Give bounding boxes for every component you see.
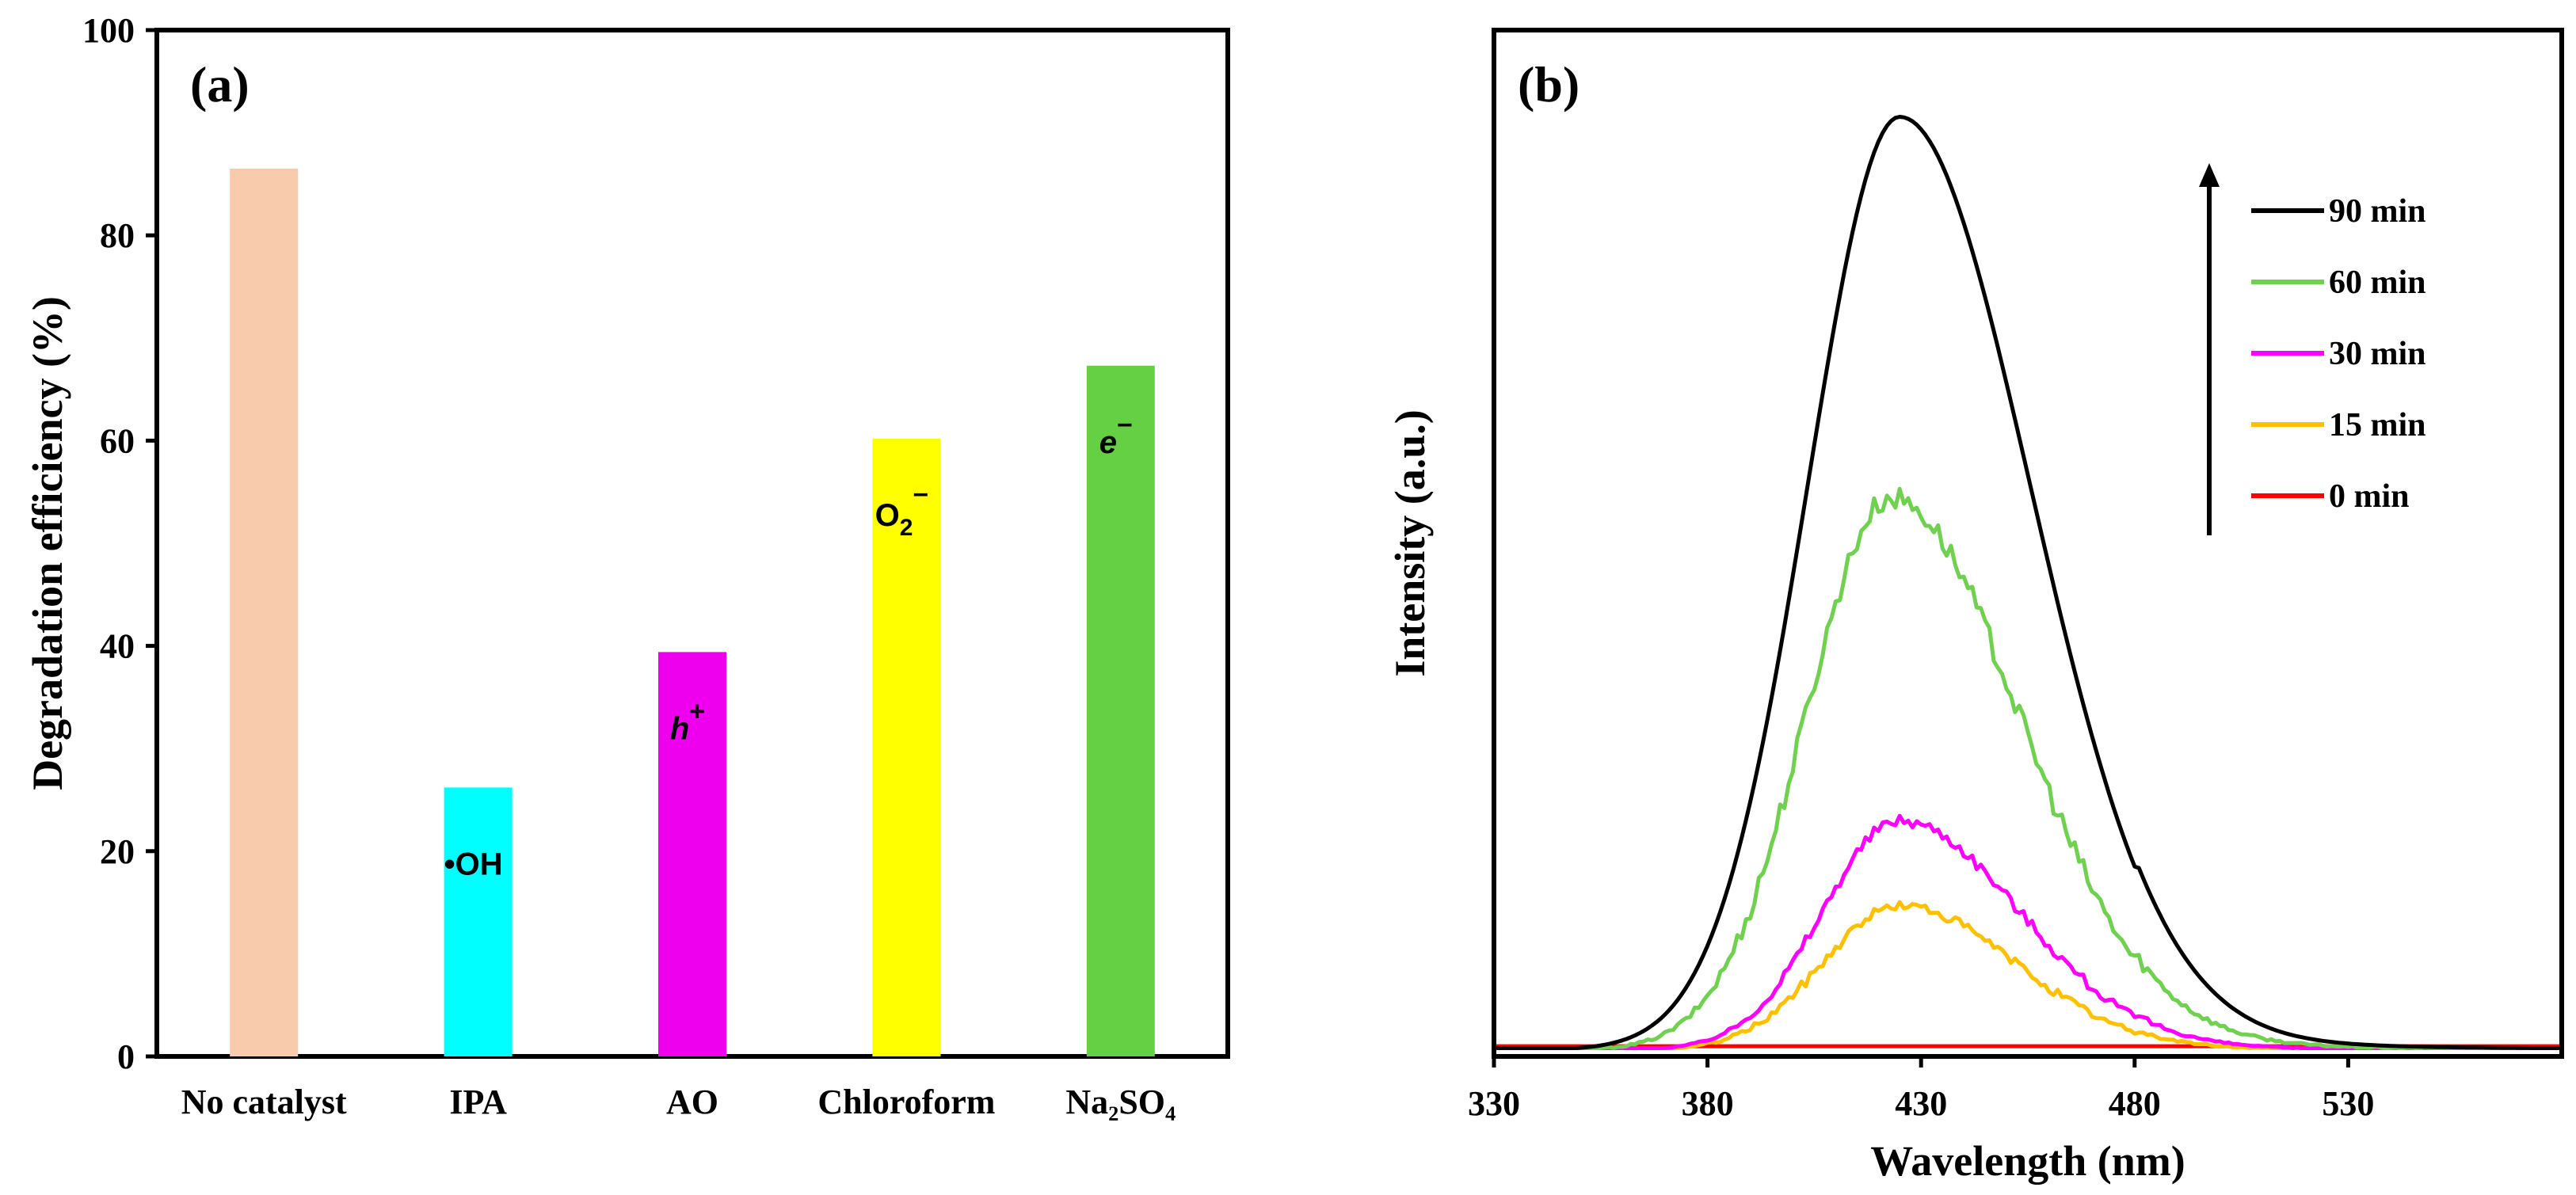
x-tick-label: 480 [2109,1084,2161,1123]
x-tick-label: IPA [449,1083,507,1121]
legend-label: 90 min [2329,193,2426,230]
panel-a-bar-annotations: •OHh+O2−e− [444,410,1133,882]
species-symbol: h [670,711,689,746]
x-tick-label: 530 [2322,1084,2374,1123]
x-tick-label: No catalyst [181,1083,347,1121]
species-symbol: O [875,498,900,533]
y-tick-label: 60 [100,421,135,460]
y-tick-label: 80 [100,216,135,255]
species-label: h+ [670,696,705,746]
bar [658,652,726,1056]
x-tick-label: AO [666,1083,718,1121]
species-subscript: 2 [900,515,913,541]
panel-a-y-ticks: 0 20 40 60 80 100 [82,11,157,1076]
species-label: O2− [875,480,929,541]
species-superscript: − [1117,410,1133,440]
species-superscript: + [689,696,705,726]
panel-a-x-tick-labels: No catalyst IPA AO Chloroform Na₂SO₄ [181,1083,1176,1121]
x-tick-label: 380 [1682,1084,1734,1123]
panel-a-bars [230,168,1155,1057]
panel-b-plot-frame [1492,28,2564,1059]
legend-label: 30 min [2329,336,2426,372]
bar [872,438,941,1056]
y-tick-label: 20 [100,832,135,871]
y-tick-label: 0 [117,1037,135,1076]
panel-b-label: (b) [1518,56,1580,112]
legend-label: 60 min [2329,264,2426,301]
legend-label: 0 min [2329,478,2410,515]
panel-b-x-ticks: 330 380 430 480 530 [1468,1056,2374,1123]
species-symbol: e [1099,425,1117,460]
species-label: •OH [444,847,503,881]
y-tick-label: 40 [100,627,135,666]
species-label: e− [1099,410,1133,460]
x-tick-label: 430 [1895,1084,1947,1123]
panel-b-series [1494,115,2562,1050]
species-symbol: OH [455,847,503,881]
x-tick-label: 330 [1468,1084,1520,1123]
panel-a-y-axis-title: Degradation efficiency (%) [24,296,71,790]
bar [230,168,299,1057]
panel-a-bar-chart: (a) Degradation efficiency (%) 0 20 40 60 80… [24,11,1230,1121]
bar [1086,365,1155,1056]
x-tick-label: Chloroform [817,1083,995,1121]
legend-arrow-head [2199,163,2220,187]
species-superscript: − [913,480,928,510]
series-line [1494,486,2562,1050]
legend-items: 90 min 60 min 30 min 15 min 0 min [2251,193,2426,515]
panel-a-label: (a) [190,56,250,112]
y-tick-label: 100 [82,11,135,50]
series-line [1494,115,2562,1050]
panel-b-x-axis-title: Wavelength (nm) [1870,1137,2185,1185]
panel-b-line-chart: (b) Intensity (a.u.) 330 380 430 480 530 Wav… [1386,28,2564,1185]
legend-label: 15 min [2329,407,2426,443]
x-tick-label: Na₂SO₄ [1065,1083,1176,1121]
radical-dot: • [444,847,455,881]
panel-b-legend: 90 min 60 min 30 min 15 min 0 min [2199,163,2426,535]
panel-b-y-axis-title: Intensity (a.u.) [1386,409,1434,677]
bar [444,787,513,1056]
